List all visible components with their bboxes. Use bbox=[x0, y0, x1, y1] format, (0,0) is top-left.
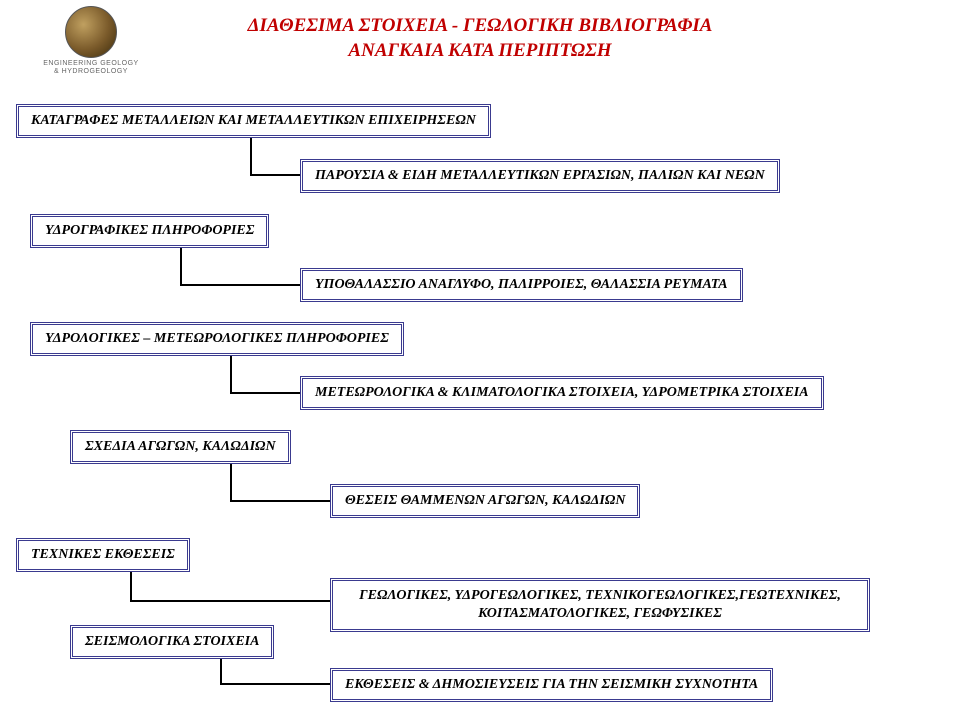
page-title: ΔΙΑΘΕΣΙΜΑ ΣΤΟΙΧΕΙΑ - ΓΕΩΛΟΓΙΚΗ ΒΙΒΛΙΟΓΡΑ… bbox=[220, 14, 740, 63]
connector bbox=[180, 248, 182, 284]
connector bbox=[230, 464, 232, 500]
box-hydro-meteo: ΥΔΡΟΛΟΓΙΚΕΣ – ΜΕΤΕΩΡΟΛΟΓΙΚΕΣ ΠΛΗΡΟΦΟΡΙΕΣ bbox=[30, 322, 404, 356]
box-technical-reports: ΤΕΧΝΙΚΕΣ ΕΚΘΕΣΕΙΣ bbox=[16, 538, 190, 572]
box-pipe-cable-plans: ΣΧΕΔΙΑ ΑΓΩΓΩΝ, ΚΑΛΩΔΙΩΝ bbox=[70, 430, 291, 464]
globe-icon bbox=[65, 6, 117, 58]
connector bbox=[130, 600, 330, 602]
title-line1: ΔΙΑΘΕΣΙΜΑ ΣΤΟΙΧΕΙΑ - ΓΕΩΛΟΓΙΚΗ ΒΙΒΛΙΟΓΡΑ… bbox=[220, 14, 740, 39]
connector bbox=[220, 683, 330, 685]
connector bbox=[230, 392, 300, 394]
connector bbox=[220, 659, 222, 683]
box-mining-records: ΚΑΤΑΓΡΑΦΕΣ ΜΕΤΑΛΛΕΙΩΝ ΚΑΙ ΜΕΤΑΛΛΕΥΤΙΚΩΝ … bbox=[16, 104, 491, 138]
box-hydrographic: ΥΔΡΟΓΡΑΦΙΚΕΣ ΠΛΗΡΟΦΟΡΙΕΣ bbox=[30, 214, 269, 248]
connector bbox=[250, 174, 300, 176]
box-meteo-climate: ΜΕΤΕΩΡΟΛΟΓΙΚΑ & ΚΛΙΜΑΤΟΛΟΓΙΚΑ ΣΤΟΙΧΕΙΑ, … bbox=[300, 376, 824, 410]
connector bbox=[250, 138, 252, 174]
box-subsea-relief: ΥΠΟΘΑΛΑΣΣΙΟ ΑΝΑΓΛΥΦΟ, ΠΑΛΙΡΡΟΙΕΣ, ΘΑΛΑΣΣ… bbox=[300, 268, 743, 302]
logo-line1: ENGINEERING GEOLOGY bbox=[6, 60, 176, 68]
connector bbox=[230, 500, 330, 502]
connector bbox=[130, 572, 132, 600]
box-seismological: ΣΕΙΣΜΟΛΟΓΙΚΑ ΣΤΟΙΧΕΙΑ bbox=[70, 625, 274, 659]
box-mining-works: ΠΑΡΟΥΣΙΑ & ΕΙΔΗ ΜΕΤΑΛΛΕΥΤΙΚΩΝ ΕΡΓΑΣΙΩΝ, … bbox=[300, 159, 780, 193]
box-geological-reports: ΓΕΩΛΟΓΙΚΕΣ, ΥΔΡΟΓΕΩΛΟΓΙΚΕΣ, ΤΕΧΝΙΚΟΓΕΩΛΟ… bbox=[330, 578, 870, 632]
connector bbox=[180, 284, 300, 286]
logo-block: ENGINEERING GEOLOGY & HYDROGEOLOGY bbox=[6, 6, 176, 75]
box-buried-positions: ΘΕΣΕΙΣ ΘΑΜΜΕΝΩΝ ΑΓΩΓΩΝ, ΚΑΛΩΔΙΩΝ bbox=[330, 484, 640, 518]
connector bbox=[230, 356, 232, 392]
logo-line2: & HYDROGEOLOGY bbox=[6, 68, 176, 76]
title-line2: ΑΝΑΓΚΑΙΑ ΚΑΤΑ ΠΕΡΙΠΤΩΣΗ bbox=[220, 39, 740, 64]
box-seismic-frequency: ΕΚΘΕΣΕΙΣ & ΔΗΜΟΣΙΕΥΣΕΙΣ ΓΙΑ ΤΗΝ ΣΕΙΣΜΙΚΗ… bbox=[330, 668, 773, 702]
